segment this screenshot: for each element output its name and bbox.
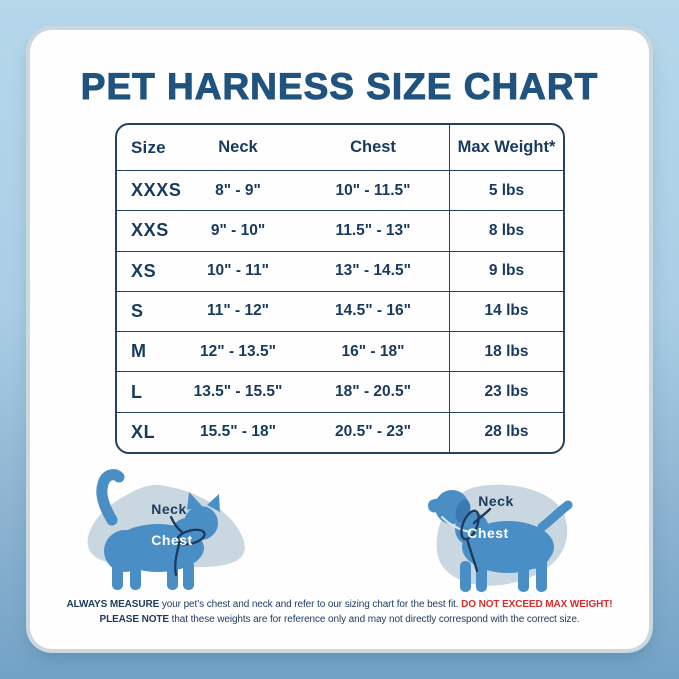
footnote-line1-text: your pet’s chest and neck and refer to o… — [159, 599, 462, 610]
weight-cell: 8 lbs — [449, 211, 563, 251]
page-title: PET HARNESS SIZE CHART — [80, 66, 599, 108]
table-row: XXXS 8" - 9" 10" - 11.5" 5 lbs — [117, 170, 563, 211]
size-cell: M — [131, 341, 147, 362]
chest-cell: 14.5" - 16" — [335, 302, 411, 320]
size-cell: XXXS — [131, 180, 182, 201]
cat-silhouette — [96, 469, 220, 590]
weight-cell: 9 lbs — [449, 251, 563, 291]
weight-cell: 14 lbs — [449, 291, 563, 332]
dog-neck-highlight-line — [441, 516, 471, 533]
dog-chest-label: Chest — [467, 525, 508, 541]
table-row: L 13.5" - 15.5" 18" - 20.5" 23 lbs — [117, 371, 563, 412]
size-cell: XL — [131, 421, 156, 442]
cat-chest-label: Chest — [151, 532, 192, 548]
size-cell: XXS — [131, 220, 169, 241]
size-cell: XS — [131, 260, 157, 281]
chest-cell: 11.5" - 13" — [335, 221, 411, 239]
neck-cell: 8" - 9" — [215, 181, 261, 199]
column-header-max-weight: Max Weight* — [449, 125, 563, 170]
table-row: XS 10" - 11" 13" - 14.5" 9 lbs — [117, 250, 563, 291]
chest-cell: 13" - 14.5" — [335, 262, 411, 280]
footnote-line-1: ALWAYS MEASURE your pet’s chest and neck… — [30, 597, 649, 612]
neck-cell: 13.5" - 15.5" — [193, 383, 283, 401]
size-cell: L — [131, 381, 143, 402]
size-cell: S — [131, 300, 144, 321]
footnote-note-emphasis: PLEASE NOTE — [99, 614, 170, 625]
size-chart-card: PET HARNESS SIZE CHART Size Neck Chest M… — [30, 30, 649, 649]
cat-chest-measure-line — [174, 539, 182, 577]
neck-cell: 9" - 10" — [210, 221, 266, 239]
column-header-neck: Neck — [218, 138, 258, 156]
footnote-line-2: PLEASE NOTE that these weights are for r… — [30, 612, 649, 627]
footnote-max-weight-warning: DO NOT EXCEED MAX WEIGHT! — [461, 599, 613, 610]
cat-neck-pointer-line — [169, 515, 185, 535]
neck-cell: 10" - 11" — [206, 262, 270, 280]
table-header-row: Size Neck Chest Max Weight* — [117, 125, 563, 170]
neck-cell: 15.5" - 18" — [200, 423, 276, 441]
weight-cell: 18 lbs — [449, 332, 563, 372]
column-header-chest: Chest — [350, 138, 396, 156]
table-row: M 12" - 13.5" 16" - 18" 18 lbs — [117, 331, 563, 372]
table-row: XL 15.5" - 18" 20.5" - 23" 28 lbs — [117, 411, 563, 452]
dog-illustration: Neck Chest — [427, 484, 573, 592]
weight-cell: 23 lbs — [449, 372, 563, 412]
cat-neck-label: Neck — [151, 501, 186, 517]
size-chart-table: Size Neck Chest Max Weight* XXXS 8" - 9"… — [115, 123, 565, 454]
chest-cell: 16" - 18" — [341, 342, 405, 360]
chest-cell: 20.5" - 23" — [335, 423, 411, 441]
footnote: ALWAYS MEASURE your pet’s chest and neck… — [30, 597, 649, 627]
footnote-line2-text: that these weights are for reference onl… — [168, 614, 580, 625]
table-row: S 11" - 12" 14.5" - 16" 14 lbs — [117, 290, 563, 332]
dog-neck-label: Neck — [478, 493, 513, 509]
column-header-size: Size — [131, 137, 166, 157]
footnote-measure-emphasis: ALWAYS MEASURE — [66, 599, 160, 610]
neck-cell: 12" - 13.5" — [200, 342, 276, 360]
table-row: XXS 9" - 10" 11.5" - 13" 8 lbs — [117, 210, 563, 251]
weight-cell: 5 lbs — [449, 171, 563, 211]
dog-chest-measure-line — [465, 537, 479, 573]
chest-cell: 18" - 20.5" — [335, 383, 411, 401]
cat-illustration: Neck Chest — [87, 469, 245, 590]
chest-cell: 10" - 11.5" — [335, 181, 411, 199]
cat-neck-measure-loop — [176, 528, 206, 546]
dog-neck-pointer-line — [472, 507, 492, 525]
dog-neck-measure-loop — [460, 509, 480, 541]
weight-cell: 28 lbs — [449, 412, 563, 452]
neck-cell: 11" - 12" — [206, 302, 270, 320]
